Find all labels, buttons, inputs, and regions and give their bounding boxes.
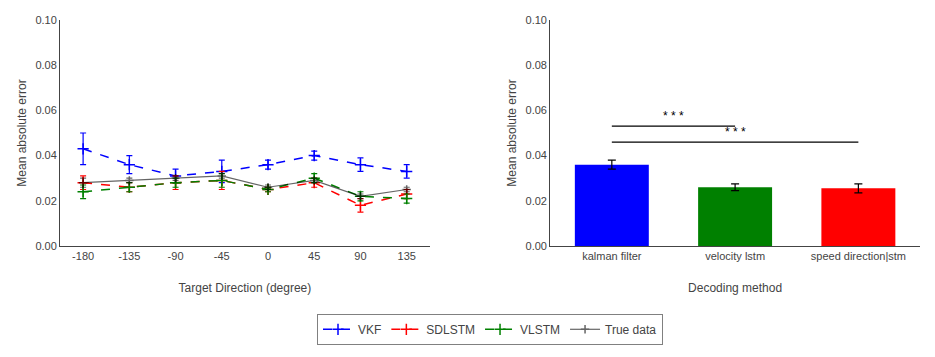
svg-text:-135: -135 (118, 250, 140, 262)
svg-text:* * *: * * * (725, 125, 746, 139)
svg-text:0.00: 0.00 (526, 240, 547, 252)
svg-text:True data: True data (605, 323, 656, 337)
svg-text:VKF: VKF (358, 323, 381, 337)
svg-text:0.04: 0.04 (35, 149, 56, 161)
svg-text:Mean absolute error: Mean absolute error (15, 79, 29, 186)
svg-text:45: 45 (308, 250, 320, 262)
svg-text:0.00: 0.00 (35, 240, 56, 252)
svg-text:Mean absolute error: Mean absolute error (505, 79, 519, 186)
svg-text:0.10: 0.10 (35, 14, 56, 26)
svg-text:0.02: 0.02 (526, 195, 547, 207)
svg-text:0.06: 0.06 (35, 104, 56, 116)
svg-text:Decoding method: Decoding method (688, 281, 782, 295)
svg-text:0.06: 0.06 (526, 104, 547, 116)
svg-text:-90: -90 (168, 250, 184, 262)
svg-text:0.04: 0.04 (526, 149, 547, 161)
svg-text:SDLSTM: SDLSTM (426, 323, 475, 337)
svg-text:Target Direction (degree): Target Direction (degree) (179, 281, 312, 295)
svg-text:90: 90 (354, 250, 366, 262)
svg-text:* * *: * * * (663, 109, 684, 123)
svg-text:-45: -45 (214, 250, 230, 262)
svg-text:-180: -180 (72, 250, 94, 262)
svg-text:velocity lstm: velocity lstm (705, 250, 765, 262)
svg-text:kalman filter: kalman filter (582, 250, 642, 262)
svg-text:speed direction|stm: speed direction|stm (811, 250, 906, 262)
svg-text:0.02: 0.02 (35, 195, 56, 207)
svg-text:0: 0 (265, 250, 271, 262)
svg-text:0.08: 0.08 (526, 59, 547, 71)
svg-text:0.10: 0.10 (526, 14, 547, 26)
svg-text:VLSTM: VLSTM (520, 323, 560, 337)
svg-text:0.08: 0.08 (35, 59, 56, 71)
svg-text:135: 135 (398, 250, 416, 262)
